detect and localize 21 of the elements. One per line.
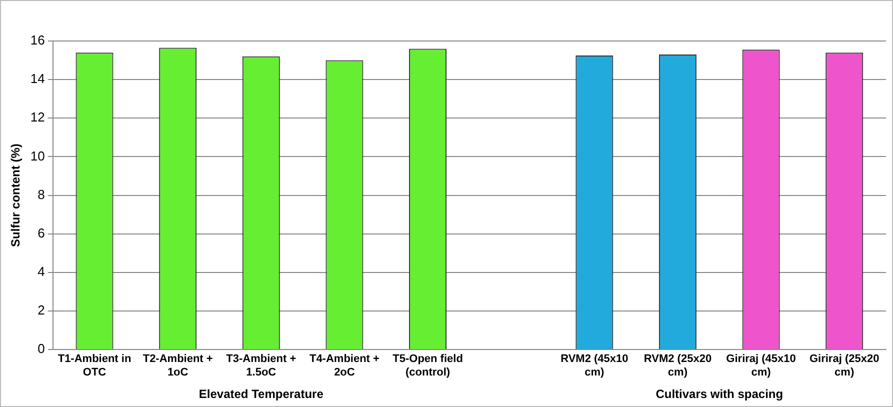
text: Elevated Temperature [198, 387, 324, 401]
x-tick-label: T5-Open field (control) [392, 353, 463, 378]
y-tick-label: 4 [38, 264, 45, 280]
y-tick-label: 16 [30, 32, 45, 48]
y-tick-label: 6 [38, 225, 45, 240]
x-tick-label: Giriraj (45x10 cm) [726, 353, 796, 378]
x-tick-label: T2-Ambient + 1oC [142, 353, 213, 378]
y-axis-title: Sulfur content (%) [8, 144, 23, 247]
text: Cultivars with spacing [656, 387, 784, 401]
y-tick-label: 12 [30, 110, 45, 125]
x-tick-label: Giriraj (25x20 cm) [809, 353, 880, 378]
x-tick-label: T1-Ambient in OTC [58, 353, 132, 378]
y-tick-label: 8 [38, 186, 45, 202]
x-tick-label: RVM2 (45x10 cm) [560, 353, 628, 378]
y-tick-label: 14 [30, 71, 45, 86]
y-tick-label: 2 [38, 302, 45, 318]
y-tick-label: 10 [30, 148, 45, 164]
y-tick-label: 0 [38, 341, 45, 356]
x-tick-label: T3-Ambient + 1.5oC [226, 353, 296, 378]
x-tick-label: RVM2 (25x20 cm) [644, 353, 712, 378]
x-tick-label: T4-Ambient + 2oC [309, 353, 380, 378]
